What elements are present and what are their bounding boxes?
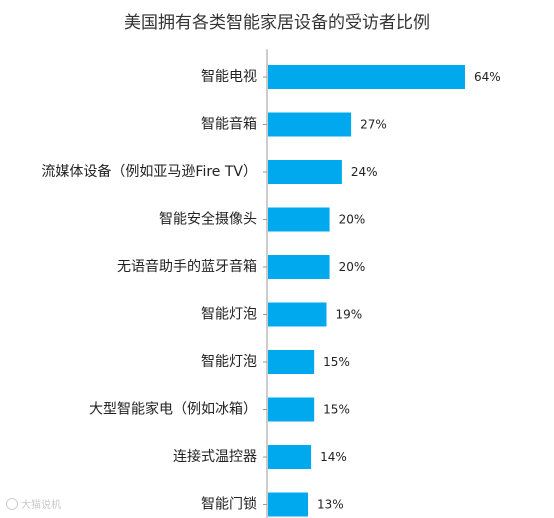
category-label: 智能灯泡	[201, 354, 257, 370]
value-label: 14%	[320, 450, 347, 464]
value-label: 15%	[323, 355, 350, 369]
bar	[268, 445, 312, 469]
chart-title: 美国拥有各类智能家居设备的受访者比例	[124, 13, 430, 33]
value-label: 15%	[323, 403, 350, 417]
category-label: 智能安全摄像头	[159, 211, 257, 228]
bar	[268, 350, 315, 374]
watermark-text: 大猫说机	[21, 500, 61, 511]
value-label: 19%	[335, 308, 362, 322]
category-label: 智能音箱	[201, 116, 257, 133]
category-label: 流媒体设备（例如亚马逊Fire TV）	[41, 163, 257, 180]
watermark: 大猫说机	[6, 496, 61, 511]
bar	[268, 207, 330, 232]
value-label: 20%	[339, 260, 366, 274]
value-label: 27%	[360, 118, 387, 132]
bar	[268, 397, 315, 422]
category-label: 大型智能家电（例如冰箱）	[89, 401, 257, 418]
category-label: 无语音助手的蓝牙音箱	[117, 258, 257, 275]
category-label: 智能电视	[201, 69, 257, 85]
value-label: 24%	[351, 165, 378, 179]
category-label: 连接式温控器	[173, 448, 257, 465]
bar	[268, 492, 309, 517]
category-label: 智能灯泡	[201, 307, 257, 323]
bar	[268, 255, 330, 279]
bar	[268, 302, 327, 327]
value-label: 13%	[317, 498, 344, 512]
bar	[268, 160, 342, 184]
category-label: 智能门锁	[201, 497, 257, 513]
bar	[268, 65, 465, 89]
bar	[268, 112, 352, 137]
value-label: 64%	[474, 70, 501, 84]
watermark-logo-icon	[6, 497, 18, 510]
value-label: 20%	[339, 213, 366, 227]
